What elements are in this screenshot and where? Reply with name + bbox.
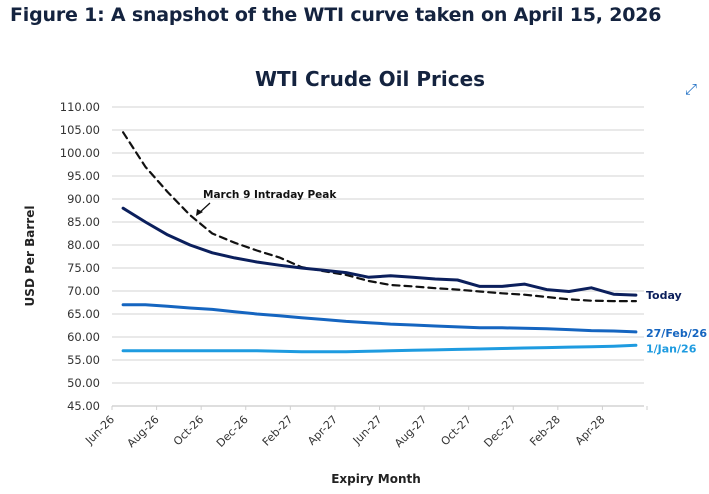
series-line-march-9-intraday-peak bbox=[121, 131, 638, 303]
y-tick-label: 50.00 bbox=[67, 376, 100, 390]
x-tick-label: Apr-28 bbox=[573, 413, 608, 448]
y-tick-label: 85.00 bbox=[67, 215, 100, 229]
y-tick-label: 95.00 bbox=[67, 169, 100, 183]
x-tick-label: Jun-27 bbox=[350, 413, 385, 448]
x-tick-label: Aug-27 bbox=[392, 413, 429, 450]
y-tick-label: 90.00 bbox=[67, 192, 100, 206]
series-line-1-jan-26 bbox=[121, 343, 638, 354]
chart-title: WTI Crude Oil Prices bbox=[255, 67, 485, 91]
y-tick-label: 55.00 bbox=[67, 353, 100, 367]
y-tick-label: 70.00 bbox=[67, 284, 100, 298]
x-tick-label: Oct-26 bbox=[171, 413, 206, 448]
y-tick-label: 60.00 bbox=[67, 330, 100, 344]
x-tick-label: Jun-26 bbox=[82, 413, 117, 448]
expand-arrows-icon[interactable]: ⤢ bbox=[684, 80, 697, 98]
y-tick-label: 110.00 bbox=[60, 100, 100, 114]
x-axis-title: Expiry Month bbox=[331, 472, 421, 486]
series-line-today bbox=[121, 206, 638, 297]
annotation-label: March 9 Intraday Peak bbox=[203, 189, 337, 201]
x-tick-label: Feb-27 bbox=[260, 413, 296, 449]
y-tick-label: 45.00 bbox=[67, 399, 100, 413]
y-axis-title: USD Per Barrel bbox=[23, 206, 37, 307]
x-tick-label: Oct-27 bbox=[438, 413, 473, 448]
series-label: 1/Jan/26 bbox=[646, 342, 697, 355]
y-tick-label: 65.00 bbox=[67, 307, 100, 321]
series-label: Today bbox=[646, 289, 682, 302]
series-label: 27/Feb/26 bbox=[646, 327, 707, 340]
x-tick-label: Aug-26 bbox=[125, 413, 162, 450]
y-tick-label: 75.00 bbox=[67, 261, 100, 275]
series-line-27-feb-26 bbox=[121, 303, 638, 334]
x-tick-label: Feb-28 bbox=[527, 413, 563, 449]
y-tick-label: 105.00 bbox=[60, 123, 100, 137]
y-tick-label: 100.00 bbox=[60, 146, 100, 160]
annotation-arrow bbox=[196, 202, 211, 216]
x-tick-label: Dec-27 bbox=[481, 413, 518, 450]
x-tick-label: Apr-27 bbox=[305, 413, 340, 448]
y-tick-label: 80.00 bbox=[67, 238, 100, 252]
figure-title: Figure 1: A snapshot of the WTI curve ta… bbox=[10, 4, 662, 26]
x-tick-label: Dec-26 bbox=[214, 413, 251, 450]
